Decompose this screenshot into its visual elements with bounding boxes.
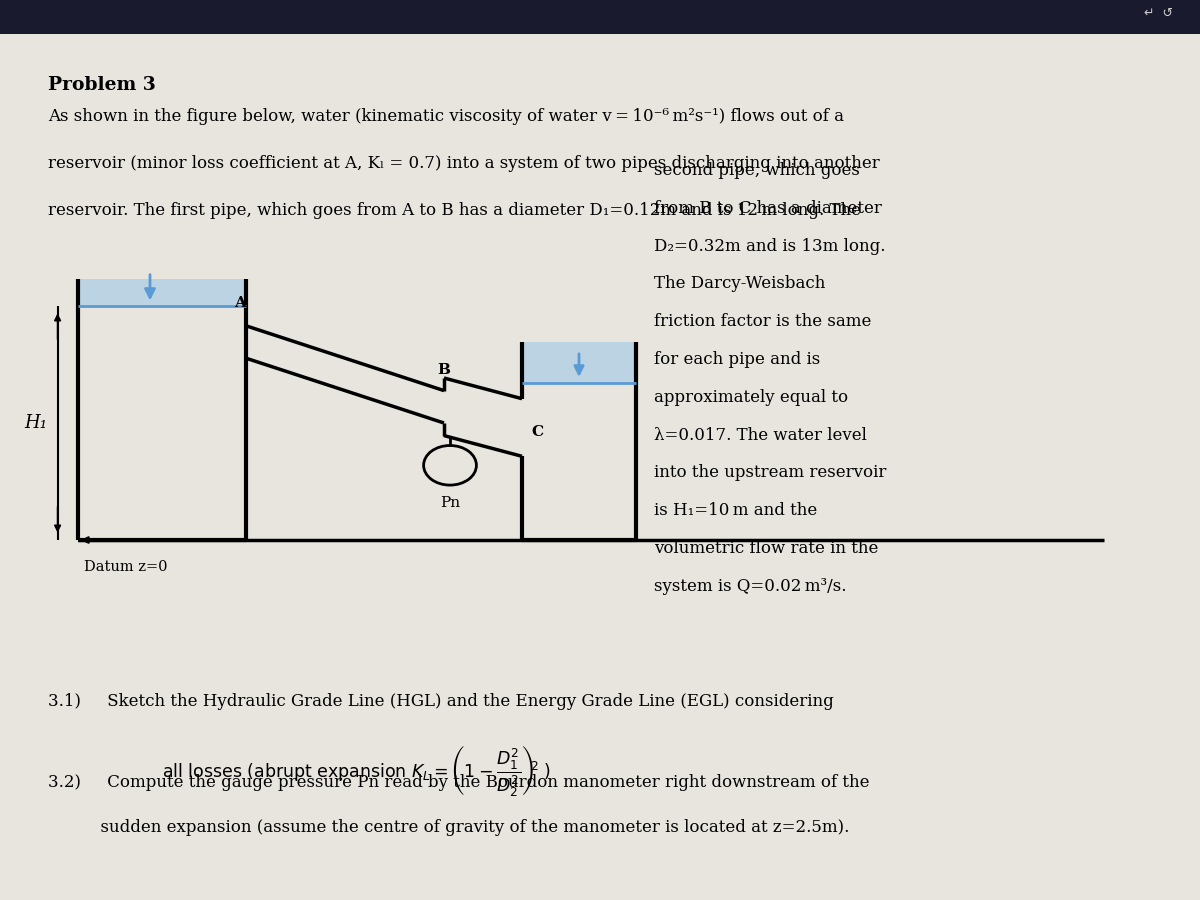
Text: 3.1)     Sketch the Hydraulic Grade Line (HGL) and the Energy Grade Line (EGL) c: 3.1) Sketch the Hydraulic Grade Line (HG… — [48, 693, 834, 710]
Text: friction factor is the same: friction factor is the same — [654, 313, 871, 330]
Text: Pn: Pn — [440, 496, 460, 510]
Text: reservoir (minor loss coefficient at A, Kₗ = 0.7) into a system of two pipes dis: reservoir (minor loss coefficient at A, … — [48, 155, 880, 172]
Text: ↵  ↺: ↵ ↺ — [1144, 7, 1172, 20]
Text: volumetric flow rate in the: volumetric flow rate in the — [654, 540, 878, 557]
Text: approximately equal to: approximately equal to — [654, 389, 848, 406]
Text: reservoir. The first pipe, which goes from A to B has a diameter D₁=0.12m and is: reservoir. The first pipe, which goes fr… — [48, 202, 862, 219]
Bar — [0, 0, 1200, 34]
Text: λ=0.017. The water level: λ=0.017. The water level — [654, 427, 866, 444]
Text: sudden expansion (assume the centre of gravity of the manometer is located at z=: sudden expansion (assume the centre of g… — [48, 819, 850, 836]
Bar — [78, 279, 246, 306]
Text: second pipe, which goes: second pipe, which goes — [654, 162, 860, 179]
Text: from B to C has a diameter: from B to C has a diameter — [654, 200, 882, 217]
Text: H₁: H₁ — [24, 414, 48, 432]
Text: B: B — [438, 363, 450, 377]
Text: is H₁=10 m and the: is H₁=10 m and the — [654, 502, 817, 519]
Text: for each pipe and is: for each pipe and is — [654, 351, 821, 368]
Bar — [522, 342, 636, 382]
Text: Problem 3: Problem 3 — [48, 76, 156, 94]
Text: C: C — [532, 425, 544, 439]
Text: D₂=0.32m and is 13m long.: D₂=0.32m and is 13m long. — [654, 238, 886, 255]
Text: Datum z=0: Datum z=0 — [84, 560, 168, 574]
Text: all losses (abrupt expansion $K_L = \left(1-\dfrac{D_1^2}{D_2^2}\right)^{\!\!2}$: all losses (abrupt expansion $K_L = \lef… — [162, 742, 551, 797]
Text: 3.2)     Compute the gauge pressure Pn read by the Bourdon manometer right downs: 3.2) Compute the gauge pressure Pn read … — [48, 774, 870, 791]
Text: The Darcy-Weisbach: The Darcy-Weisbach — [654, 275, 826, 292]
Text: As shown in the figure below, water (kinematic viscosity of water v = 10⁻⁶ m²s⁻¹: As shown in the figure below, water (kin… — [48, 108, 844, 125]
Text: system is Q=0.02 m³/s.: system is Q=0.02 m³/s. — [654, 578, 846, 595]
Text: into the upstream reservoir: into the upstream reservoir — [654, 464, 887, 482]
Text: A: A — [234, 295, 246, 310]
